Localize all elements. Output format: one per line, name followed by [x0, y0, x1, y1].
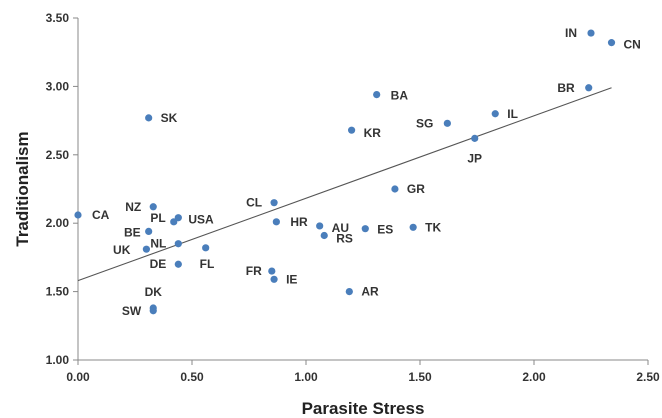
- point-label-sk: SK: [161, 111, 178, 125]
- data-point-fl: [202, 244, 210, 252]
- data-point-ar: [345, 288, 353, 296]
- axes-group: 0.00 0.50 1.00 1.50 2.00 2.50 1.00 1.50 2.00 2.5…: [46, 11, 660, 384]
- data-point-ba: [373, 91, 381, 99]
- x-axis-ticks: 0.00 0.50 1.00 1.50 2.00 2.50: [66, 360, 660, 384]
- point-label-rs: RS: [336, 232, 353, 246]
- point-label-nz: NZ: [125, 200, 141, 214]
- point-label-fr: FR: [246, 264, 262, 278]
- point-labels: IN CN BR BA IL SK SG KR JP GR CL NZ CA USA PL HR AU TK ES B…: [92, 26, 641, 318]
- data-point-nl: [174, 240, 182, 248]
- point-label-in: IN: [565, 26, 577, 40]
- point-label-dk: DK: [145, 285, 163, 299]
- y-axis-ticks: 1.00 1.50 2.00 2.50 3.00 3.50: [46, 11, 78, 367]
- x-tick-label: 1.00: [294, 370, 318, 384]
- y-tick-label: 3.50: [46, 11, 70, 25]
- y-axis-title: Traditionalism: [13, 131, 32, 246]
- y-tick-label: 2.00: [46, 216, 70, 230]
- point-label-de: DE: [150, 257, 167, 271]
- x-tick-label: 1.50: [408, 370, 432, 384]
- point-label-uk: UK: [113, 243, 131, 257]
- point-label-ba: BA: [391, 89, 409, 103]
- x-tick-label: 0.50: [180, 370, 204, 384]
- data-point-cn: [607, 39, 616, 47]
- data-point-il: [491, 110, 499, 118]
- point-label-cl: CL: [246, 196, 262, 210]
- point-label-be: BE: [124, 225, 141, 239]
- data-point-uk: [142, 245, 150, 253]
- y-tick-label: 2.50: [46, 148, 70, 162]
- data-point-in: [587, 29, 595, 37]
- data-point-ca: [74, 211, 82, 219]
- data-point-nz: [149, 203, 157, 211]
- x-tick-label: 0.00: [66, 370, 90, 384]
- point-label-pl: PL: [150, 211, 165, 225]
- x-axis-title: Parasite Stress: [302, 399, 425, 418]
- point-label-ar: AR: [361, 285, 379, 299]
- data-point-hr: [272, 218, 280, 226]
- data-point-kr: [348, 126, 356, 134]
- point-label-es: ES: [377, 223, 393, 237]
- point-label-il: IL: [507, 107, 518, 121]
- data-point-pl: [170, 218, 178, 226]
- x-tick-label: 2.00: [522, 370, 546, 384]
- data-point-br: [585, 84, 593, 92]
- point-label-sw: SW: [122, 304, 142, 318]
- data-point-jp: [471, 134, 479, 142]
- point-label-ie: IE: [286, 272, 297, 286]
- point-label-cn: CN: [624, 38, 641, 52]
- point-label-usa: USA: [188, 213, 214, 227]
- data-point-au: [316, 222, 324, 230]
- data-points: [74, 29, 616, 315]
- data-point-fr: [268, 267, 276, 275]
- point-label-nl: NL: [150, 237, 166, 251]
- data-point-sw: [149, 307, 157, 315]
- point-label-fl: FL: [200, 257, 215, 271]
- data-point-ie: [270, 275, 278, 283]
- data-point-rs: [320, 231, 328, 240]
- y-tick-label: 1.00: [46, 353, 70, 367]
- data-point-es: [361, 225, 369, 233]
- point-label-au: AU: [332, 221, 349, 235]
- x-tick-label: 2.50: [636, 370, 660, 384]
- data-point-tk: [409, 223, 417, 231]
- data-point-be: [145, 227, 153, 236]
- point-label-br: BR: [557, 81, 575, 95]
- trendline: [77, 87, 612, 282]
- data-point-de: [174, 260, 182, 268]
- point-label-ca: CA: [92, 208, 110, 222]
- point-label-jp: JP: [467, 151, 482, 165]
- data-point-sg: [443, 119, 451, 127]
- data-point-sk: [145, 114, 153, 122]
- point-label-sg: SG: [416, 116, 433, 130]
- data-point-cl: [270, 199, 278, 207]
- y-tick-label: 3.00: [46, 79, 70, 93]
- point-label-gr: GR: [407, 182, 425, 196]
- data-point-gr: [391, 185, 399, 193]
- point-label-tk: TK: [425, 220, 441, 234]
- y-tick-label: 1.50: [46, 285, 70, 299]
- point-label-kr: KR: [364, 126, 382, 140]
- point-label-hr: HR: [290, 215, 308, 229]
